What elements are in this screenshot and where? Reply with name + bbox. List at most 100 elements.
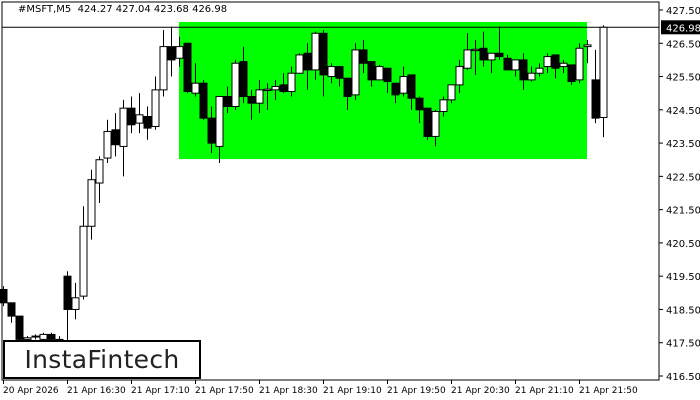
bull-candle [87, 179, 96, 227]
bear-candle [415, 97, 424, 111]
y-tick-label: 418.50 [666, 305, 700, 316]
y-tick-label: 426.50 [666, 39, 700, 50]
y-tick-label: 417.50 [666, 339, 700, 350]
bear-candle [391, 82, 400, 96]
bull-candle [271, 86, 280, 91]
bull-candle [311, 32, 320, 71]
bear-candle [15, 315, 24, 340]
bull-candle [159, 46, 168, 91]
current-price-label: 426.98 [666, 23, 700, 34]
y-tick-label: 422.50 [666, 172, 700, 183]
x-tick-label: 21 Apr 19:50 [387, 386, 446, 396]
bear-candle [335, 66, 344, 79]
x-tick-label: 20 Apr 2026 [3, 386, 59, 396]
bear-candle [567, 64, 576, 83]
bull-candle [255, 89, 264, 104]
bull-candle [151, 89, 160, 127]
current-price-badge [661, 20, 700, 35]
y-tick-label: 416.50 [666, 372, 700, 383]
bear-candle [303, 52, 312, 71]
y-tick-label: 423.50 [666, 139, 700, 150]
bear-candle [223, 96, 232, 107]
bull-candle [351, 49, 360, 96]
bull-candle [583, 44, 592, 48]
bull-candle [191, 82, 200, 94]
bear-candle [199, 82, 208, 119]
bear-candle [359, 49, 368, 64]
bull-candle [543, 56, 552, 68]
bear-candle [7, 302, 16, 317]
bear-candle [183, 42, 192, 93]
bull-candle [327, 66, 336, 78]
bear-candle [143, 115, 152, 129]
bull-candle [215, 96, 224, 147]
bear-candle [367, 61, 376, 81]
bull-candle [39, 333, 48, 340]
plot-frame [1, 1, 660, 381]
bull-candle [95, 159, 104, 184]
bear-candle [495, 52, 504, 58]
bear-candle [479, 47, 488, 61]
x-tick-label: 21 Apr 16:30 [67, 386, 126, 396]
symbol-label: #MSFT,M5 [18, 4, 72, 15]
y-tick-label: 425.50 [666, 73, 700, 84]
bear-candle [111, 129, 120, 146]
bear-candle [519, 59, 528, 81]
bull-candle [463, 49, 472, 69]
bull-candle [447, 84, 456, 101]
bear-candle [503, 57, 512, 71]
bull-candle [511, 59, 520, 71]
bull-candle [31, 335, 40, 338]
chart-header: #MSFT,M5 424.27 427.04 423.68 426.98 [18, 4, 227, 15]
bull-candle [135, 114, 144, 124]
bull-candle [527, 72, 536, 81]
bull-candle [79, 225, 88, 297]
bull-candle [287, 72, 296, 93]
y-tick-label: 419.50 [666, 272, 700, 283]
bull-candle [103, 130, 112, 159]
bear-candle [591, 79, 600, 119]
bull-candle [71, 297, 80, 310]
bull-candle [439, 99, 448, 112]
bear-candle [167, 46, 176, 61]
bear-candle [407, 74, 416, 99]
bear-candle [247, 96, 256, 104]
bear-candle [0, 288, 8, 304]
x-tick-label: 21 Apr 17:50 [195, 386, 254, 396]
instafintech-logo: InstaFintech [3, 340, 201, 379]
x-tick-label: 21 Apr 20:30 [451, 386, 510, 396]
y-tick-label: 421.50 [666, 206, 700, 217]
bear-candle [47, 333, 56, 340]
bull-candle [23, 337, 32, 340]
x-tick-label: 21 Apr 19:10 [323, 386, 382, 396]
bull-candle [599, 26, 608, 118]
bull-candle [175, 46, 184, 59]
bull-candle [455, 66, 464, 86]
bear-candle [319, 32, 328, 76]
bull-candle [399, 76, 408, 94]
bear-candle [63, 275, 72, 310]
bull-candle [263, 88, 272, 92]
bull-candle [295, 54, 304, 74]
bear-candle [239, 61, 248, 98]
ohlc-readout: 424.27 427.04 423.68 426.98 [77, 4, 228, 15]
bull-candle [471, 48, 480, 52]
x-tick-label: 21 Apr 21:10 [515, 386, 574, 396]
bear-candle [423, 107, 432, 137]
bull-candle [559, 62, 568, 68]
bear-candle [207, 117, 216, 144]
bear-candle [343, 77, 352, 98]
bull-candle [375, 66, 384, 81]
bull-candle [575, 47, 584, 81]
bear-candle [127, 107, 136, 126]
x-tick-label: 21 Apr 21:50 [579, 386, 638, 396]
y-tick-label: 424.50 [666, 106, 700, 117]
bull-candle [431, 110, 440, 137]
x-tick-label: 21 Apr 17:10 [131, 386, 190, 396]
y-tick-label: 427.50 [666, 6, 700, 17]
bear-candle [279, 84, 288, 93]
x-tick-label: 21 Apr 18:30 [259, 386, 318, 396]
bear-candle [383, 67, 392, 83]
bull-candle [119, 107, 128, 147]
